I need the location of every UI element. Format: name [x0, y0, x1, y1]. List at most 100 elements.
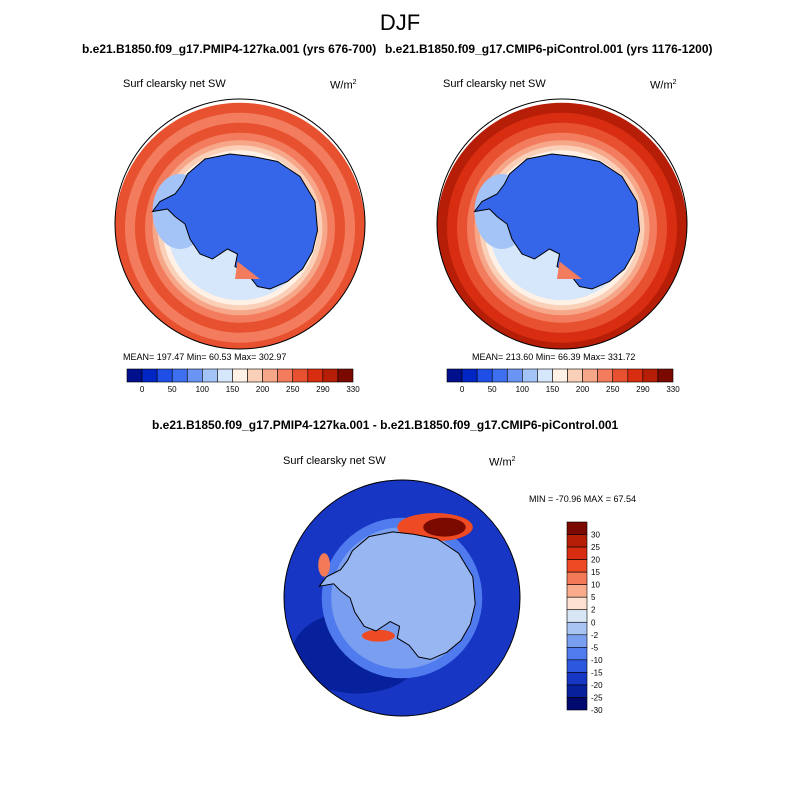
cbar-left-swatch-12	[307, 368, 324, 383]
cbar-diff-swatch-13	[566, 684, 588, 698]
left-case-title: b.e21.B1850.f09_g17.PMIP4-127ka.001 (yrs…	[82, 42, 377, 56]
cbar-diff-tick-label: -10	[591, 656, 603, 665]
cbar-diff-tick-label: -2	[591, 631, 599, 640]
cbar-right-swatch-14	[657, 368, 674, 383]
cbar-right-swatch-3	[491, 368, 508, 383]
diff-units-label: W/m2	[489, 456, 516, 469]
cbar-left-swatch-0	[126, 368, 143, 383]
cbar-diff-swatch-11	[566, 659, 588, 673]
cbar-left-tick-label: 100	[196, 385, 210, 394]
cbar-right-tick-label: 330	[666, 385, 680, 394]
cbar-diff-swatch-7	[566, 609, 588, 623]
left-variable-label: Surf clearsky net SW	[123, 78, 226, 90]
cbar-left-swatch-9	[262, 368, 278, 383]
colorbar-right: 0 50 100 150 200 250 290 330	[446, 368, 680, 394]
cbar-diff-swatch-14	[566, 697, 588, 711]
diff-case-title: b.e21.B1850.f09_g17.PMIP4-127ka.001 - b.…	[152, 418, 619, 432]
cbar-right-tick-label: 200	[576, 385, 590, 394]
cbar-diff-swatch-12	[566, 672, 588, 686]
cbar-right-swatch-10	[597, 368, 614, 383]
cbar-diff-swatch-5	[566, 584, 588, 598]
right-units-label: W/m2	[650, 79, 677, 92]
cbar-diff-swatch-9	[566, 634, 588, 648]
cbar-right-tick-label: 0	[460, 385, 465, 394]
cbar-left-swatch-3	[171, 368, 188, 383]
cbar-left-swatch-1	[141, 368, 158, 383]
cbar-diff-tick-label: -15	[591, 668, 603, 677]
cbar-left-swatch-10	[277, 368, 294, 383]
cbar-diff-tick-label: -20	[591, 681, 603, 690]
cbar-diff-tick-label: 5	[591, 593, 596, 602]
cbar-left-tick-label: 150	[226, 385, 240, 394]
cbar-left-swatch-7	[232, 368, 248, 383]
cbar-left-tick-label: 330	[346, 385, 360, 394]
cbar-right-swatch-13	[642, 368, 659, 383]
cbar-left-swatch-13	[322, 368, 339, 383]
map-diff-antarctica	[318, 531, 476, 660]
map-left-pmip4	[114, 98, 366, 350]
cbar-left-swatch-11	[292, 368, 309, 383]
cbar-left-swatch-4	[186, 368, 203, 383]
cbar-diff-tick-label: 10	[591, 581, 600, 590]
cbar-diff-swatch-4	[566, 571, 588, 585]
cbar-left-swatch-14	[337, 368, 354, 383]
cbar-right-tick-label: 100	[516, 385, 530, 394]
cbar-diff-swatch-10	[566, 647, 588, 661]
cbar-diff-tick-label: 15	[591, 568, 600, 577]
cbar-diff-tick-label: -25	[591, 693, 603, 702]
cbar-right-tick-label: 150	[546, 385, 560, 394]
right-variable-label: Surf clearsky net SW	[443, 78, 546, 90]
cbar-right-swatch-2	[476, 368, 493, 383]
cbar-left-tick-label: 200	[256, 385, 270, 394]
right-case-title: b.e21.B1850.f09_g17.CMIP6-piControl.001 …	[385, 42, 713, 56]
cbar-diff-swatch-1	[566, 534, 588, 548]
cbar-left-swatch-6	[217, 368, 233, 383]
diff-stats: MIN = -70.96 MAX = 67.54	[529, 494, 637, 504]
cbar-diff-swatch-3	[566, 559, 588, 573]
cbar-diff-swatch-8	[566, 621, 588, 636]
left-units-label: W/m2	[330, 79, 357, 92]
cbar-diff-tick-label: 20	[591, 556, 600, 565]
cbar-right-swatch-8	[567, 368, 583, 383]
cbar-diff-tick-label: -30	[591, 706, 603, 715]
cbar-diff-tick-label: 2	[591, 606, 596, 615]
figure-title: DJF	[379, 10, 421, 35]
diff-variable-label: Surf clearsky net SW	[283, 455, 386, 467]
cbar-right-swatch-11	[612, 368, 629, 383]
cbar-right-swatch-12	[627, 368, 644, 383]
map-diff-max-region	[423, 517, 466, 537]
right-stats: MEAN= 213.60 Min= 66.39 Max= 331.72	[472, 352, 636, 362]
map-difference	[283, 479, 521, 717]
cbar-right-swatch-6	[537, 368, 553, 383]
left-stats: MEAN= 197.47 Min= 60.53 Max= 302.97	[123, 352, 287, 362]
map-left-boundary	[114, 98, 366, 350]
map-right-boundary	[436, 98, 688, 350]
cbar-right-tick-label: 50	[488, 385, 497, 394]
cbar-diff-tick-label: 25	[591, 543, 600, 552]
cbar-right-swatch-4	[506, 368, 523, 383]
cbar-left-swatch-5	[202, 368, 218, 383]
cbar-right-swatch-1	[461, 368, 478, 383]
cbar-left-tick-label: 50	[168, 385, 177, 394]
map-diff-ross-anomaly	[361, 629, 395, 642]
cbar-diff-swatch-0	[566, 521, 588, 535]
cbar-right-swatch-0	[446, 368, 463, 383]
cbar-left-tick-label: 250	[286, 385, 300, 394]
cbar-diff-swatch-2	[566, 546, 588, 560]
cbar-diff-tick-label: 0	[591, 618, 596, 627]
cbar-left-swatch-8	[247, 368, 263, 383]
cbar-diff-tick-label: 30	[591, 531, 600, 540]
cbar-right-swatch-7	[552, 368, 568, 383]
cbar-left-tick-label: 290	[316, 385, 330, 394]
cbar-diff-swatch-6	[566, 596, 588, 611]
map-diff-boundary	[283, 479, 521, 717]
map-right-ross-anomaly	[557, 261, 582, 279]
map-left-ross-anomaly	[235, 261, 260, 279]
cbar-right-tick-label: 290	[636, 385, 650, 394]
cbar-diff-tick-label: -5	[591, 643, 599, 652]
colorbar-left: 0 50 100 150 200 250 290 330	[126, 368, 360, 394]
cbar-left-swatch-2	[156, 368, 173, 383]
map-diff-peninsula-anomaly	[318, 553, 331, 577]
